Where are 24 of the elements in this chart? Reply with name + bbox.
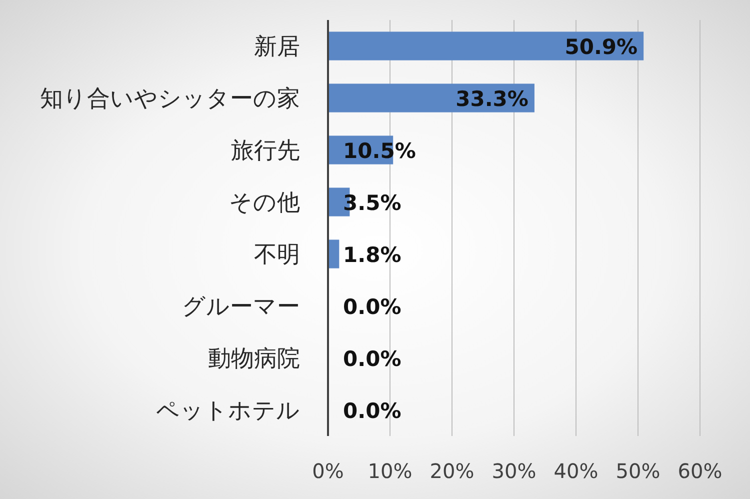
data-label: 50.9% bbox=[564, 35, 638, 59]
bar bbox=[328, 240, 340, 268]
x-tick-label: 50% bbox=[616, 459, 660, 483]
y-tick-label: 知り合いやシッターの家 bbox=[40, 86, 300, 112]
data-label: 1.8% bbox=[343, 243, 402, 267]
x-tick-label: 40% bbox=[554, 459, 598, 483]
y-tick-label: 新居 bbox=[254, 34, 300, 60]
x-tick-label: 0% bbox=[312, 459, 344, 483]
bar bbox=[328, 32, 644, 60]
x-tick-label: 20% bbox=[430, 459, 474, 483]
y-tick-label: 動物病院 bbox=[208, 346, 300, 372]
x-tick-label: 10% bbox=[368, 459, 412, 483]
x-tick-label: 30% bbox=[492, 459, 536, 483]
y-tick-label: その他 bbox=[229, 190, 300, 216]
x-tick-label: 60% bbox=[678, 459, 722, 483]
data-label: 33.3% bbox=[456, 87, 528, 111]
data-label: 0.0% bbox=[343, 347, 402, 371]
y-tick-label: グルーマー bbox=[182, 294, 300, 320]
bar bbox=[328, 84, 534, 112]
data-label: 0.0% bbox=[343, 295, 402, 319]
y-tick-label: 旅行先 bbox=[231, 138, 300, 164]
y-tick-label: ペットホテル bbox=[156, 398, 300, 424]
y-tick-label: 不明 bbox=[254, 242, 300, 268]
data-label: 0.0% bbox=[343, 399, 402, 423]
